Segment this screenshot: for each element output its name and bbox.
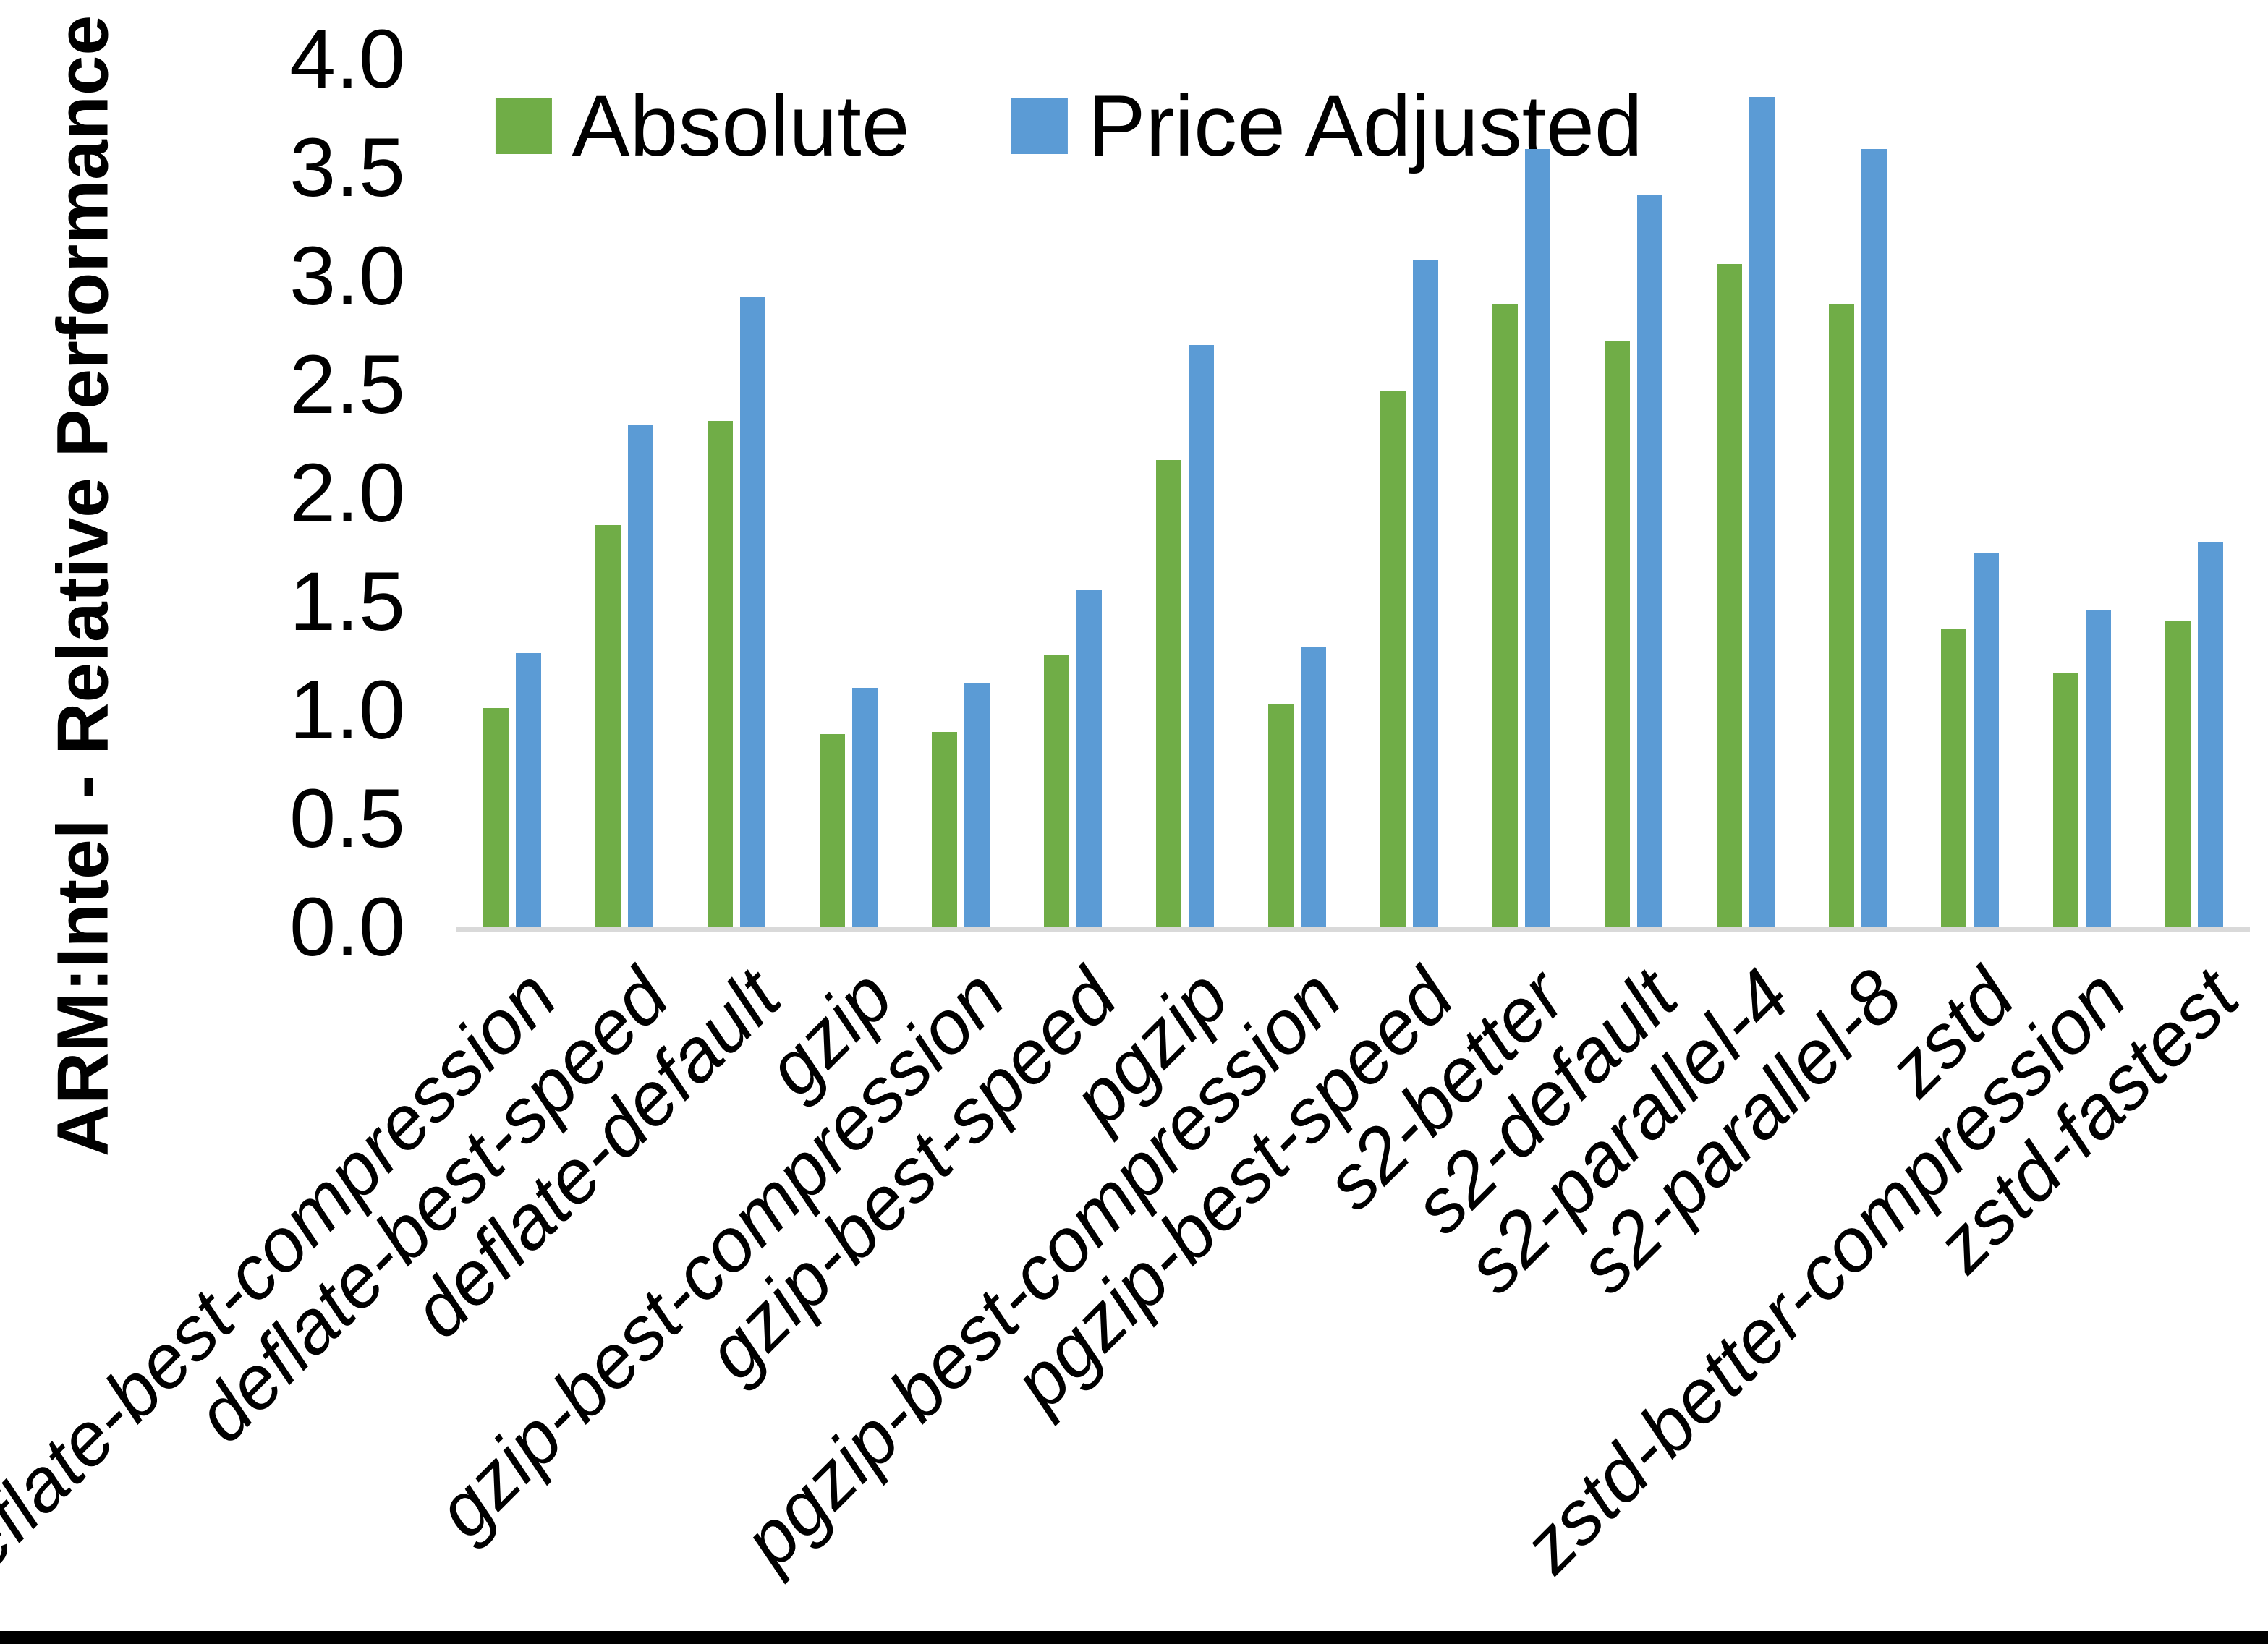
bar-absolute (1940, 629, 1966, 927)
bar-group: pgzip (1057, 58, 1245, 1142)
y-tick-label: 2.5 (289, 338, 405, 431)
bar-absolute (595, 525, 621, 927)
bar-absolute (2052, 673, 2078, 927)
bar-price-adjusted (1412, 260, 1438, 927)
bar-price-adjusted (627, 425, 653, 927)
bar-group: s2-parallel-4 (1451, 58, 1806, 1309)
bar-group: deflate-best-speed (179, 58, 684, 1458)
bar-price-adjusted (1636, 195, 1662, 927)
y-tick-label: 0.5 (289, 772, 405, 865)
bar-absolute (1380, 390, 1406, 927)
bar-price-adjusted (964, 683, 990, 927)
bar-price-adjusted (1188, 344, 1214, 927)
bar-group: gzip (750, 58, 909, 1112)
bar-group: zstd (1872, 58, 2030, 1112)
legend: Absolute Price Adjusted (495, 76, 1643, 176)
bar-absolute (931, 731, 957, 927)
bar-absolute (707, 420, 733, 927)
bar-absolute (1716, 264, 1742, 927)
bar-absolute (1604, 340, 1630, 927)
bar-group: gzip-best-speed (691, 58, 1133, 1396)
bar-group: zstd-better-compression (1507, 58, 2142, 1588)
bar-price-adjusted (515, 653, 541, 927)
bar-price-adjusted (1749, 97, 1775, 927)
y-tick-label: 3.0 (289, 230, 405, 323)
plot-area: deflate-best-compression deflate-best-spe… (0, 58, 2254, 1617)
bar-absolute (819, 733, 845, 927)
bar-absolute (1043, 655, 1069, 927)
bar-group: gzip-best-compression (420, 58, 1021, 1554)
bar-price-adjusted (2197, 542, 2223, 927)
bar-group: pgzip-best-compression (727, 58, 1357, 1584)
bar-group: pgzip-best-speed (998, 58, 1469, 1426)
legend-label-price-adjusted: Price Adjusted (1087, 77, 1643, 174)
bar-price-adjusted (1861, 149, 1887, 927)
bar-price-adjusted (2085, 610, 2111, 927)
bar-group: deflate-best-compression (0, 58, 572, 1617)
bar-price-adjusted (739, 297, 765, 927)
bottom-border (0, 1631, 2268, 1644)
legend-swatch-price-adjusted (1011, 98, 1068, 154)
bar-absolute (1828, 303, 1854, 927)
bar-group: s2-better (1309, 58, 1581, 1225)
bar-price-adjusted (1300, 647, 1326, 927)
y-tick-label: 2.0 (289, 447, 405, 540)
y-tick-label: 1.5 (289, 555, 405, 648)
bar-absolute (1492, 303, 1518, 927)
bar-group: s2-parallel-8 (1563, 58, 1918, 1309)
bar-absolute (2165, 621, 2191, 927)
bar-price-adjusted (1973, 553, 1999, 927)
legend-item-absolute: Absolute (495, 76, 909, 176)
bar-price-adjusted (1076, 590, 1102, 927)
bar-group: s2-default (1398, 58, 1694, 1250)
y-tick-label: 3.5 (289, 122, 405, 214)
bar-absolute (1267, 703, 1294, 927)
bar-absolute (483, 707, 509, 927)
legend-label-absolute: Absolute (572, 77, 910, 174)
bar-group: deflate-default (396, 58, 797, 1354)
bar-absolute (1155, 459, 1181, 927)
bar-price-adjusted (1524, 149, 1550, 927)
y-tick-label: 0.0 (289, 881, 405, 974)
bar-price-adjusted (851, 688, 878, 927)
y-tick-label: 4.0 (289, 13, 405, 106)
legend-swatch-absolute (495, 98, 552, 154)
y-tick-label: 1.0 (289, 664, 405, 757)
bar-group: zstd-fastest (1920, 58, 2254, 1288)
legend-item-price-adjusted: Price Adjusted (1011, 76, 1643, 176)
